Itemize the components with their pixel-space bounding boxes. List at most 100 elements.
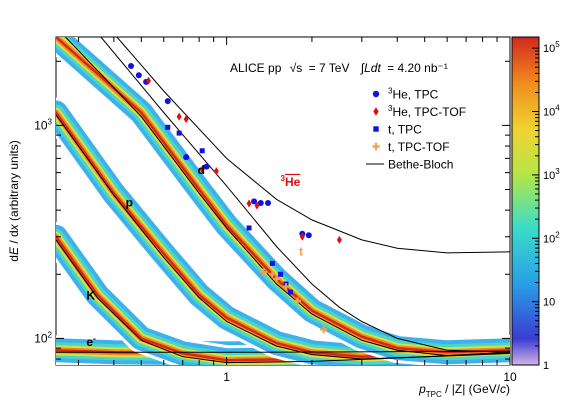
legend: 3He, TPC 3He, TPC-TOF t, TPC t, TPC-TOF Beth… [366, 87, 466, 172]
xlabel-part-rest: / |Z| (GeV/ [442, 382, 501, 396]
ylabel-part-slash: / d [7, 230, 21, 247]
data-point-1-8 [336, 235, 342, 244]
xlabel-part-close: ) [506, 382, 510, 396]
svg-text:ALICE pp √s =: ALICE pp √s = 7 TeV ∫Ldt = 4.20 nb⁻¹ [230, 61, 448, 75]
particle-label-3: d [198, 163, 205, 177]
data-point-3-4 [294, 297, 302, 305]
particle-label-4: t [299, 244, 303, 258]
legend-marker-diamond [373, 107, 379, 116]
z-tick-label: 102 [543, 230, 560, 245]
data-point-1-2 [183, 115, 189, 124]
data-point-2-3 [246, 225, 252, 231]
y-tick-label: 102 [34, 330, 52, 345]
z-tick-label: 1 [543, 360, 549, 372]
title-lumi-value: = 4.20 nb⁻¹ [387, 61, 448, 75]
ylabel-part-units: (arbitrary units) [7, 140, 21, 224]
data-point-2-2 [199, 148, 205, 154]
particle-labels: e- Kp d t 3He [86, 163, 303, 349]
legend-item-1: 3He, TPC-TOF [373, 104, 466, 119]
xlabel-part-sub: TPC [426, 390, 442, 399]
legend-label: Bethe-Bloch [388, 158, 453, 172]
data-point-2-0 [165, 124, 171, 130]
legend-item-0: 3He, TPC [372, 87, 439, 102]
legend-item-2: t, TPC [373, 123, 422, 137]
color-scale: 1 10 102 103 104 105 [511, 36, 560, 372]
data-point-1-0 [145, 76, 151, 85]
series-3 [260, 268, 328, 334]
particle-label-0: e- [86, 334, 96, 349]
data-point-3-2 [273, 275, 281, 283]
data-point-0-8 [265, 200, 272, 207]
ylabel-part-x: x [7, 223, 21, 231]
band-3-layer-5 [56, 37, 510, 354]
data-point-3-5 [320, 326, 328, 334]
y-tick-label: 103 [34, 117, 52, 132]
data-point-0-10 [305, 232, 312, 239]
x-axis-title: pTPC / |Z| (GeV/c) [418, 382, 510, 399]
data-point-3-0 [260, 268, 268, 276]
svg-text:dE / dx (arbitrary units): dE / dx (arbitrary units) [7, 140, 21, 261]
bethe-bloch-curve-p [56, 114, 510, 360]
legend-label: t, TPC [388, 123, 422, 137]
data-point-1-4 [213, 167, 219, 176]
data-point-0-7 [257, 200, 264, 207]
data-point-1-7 [299, 232, 305, 241]
x-tick-label: 1 [223, 370, 230, 384]
candidate-points [128, 63, 342, 334]
data-point-0-6 [251, 198, 258, 205]
color-scale-bar [511, 36, 540, 366]
z-tick-label: 103 [543, 167, 560, 182]
bethe-bloch-curve-d [65, 37, 510, 357]
series-1 [145, 76, 342, 244]
legend-item-4: Bethe-Bloch [366, 158, 453, 172]
data-point-0-4 [183, 154, 190, 161]
z-tick-label: 104 [543, 104, 560, 119]
data-point-1-5 [246, 199, 252, 208]
legend-marker-cross [372, 142, 380, 151]
bethe-bloch-curve-t [100, 37, 510, 353]
data-point-0-1 [135, 72, 142, 79]
legend-marker-circle [372, 90, 380, 98]
data-point-0-5 [203, 163, 210, 170]
legend-marker-square [373, 126, 379, 132]
xlabel-part-c: c [500, 382, 506, 396]
particle-label-2: p [126, 196, 133, 210]
data-point-0-0 [128, 63, 135, 70]
title-energy-value: = 7 TeV [309, 61, 350, 75]
z-tick-label: 105 [543, 40, 560, 55]
particle-label-1: K [86, 289, 95, 303]
ylabel-part-d: d [7, 255, 21, 262]
data-point-0-3 [164, 98, 171, 105]
title-lumi-symbol: ∫Ldt [360, 61, 382, 75]
legend-label: 3He, TPC [388, 87, 439, 102]
legend-item-3: t, TPC-TOF [372, 140, 450, 154]
bethe-bloch-curve-e [56, 350, 510, 353]
svg-text:pTPC / |Z| (GeV/c): pTPC / |Z| (GeV/c) [418, 382, 510, 399]
legend-label: t, TPC-TOF [388, 140, 450, 154]
data-point-3-3 [282, 283, 290, 291]
data-point-2-5 [278, 271, 284, 277]
band-3 [56, 37, 510, 365]
color-scale-axis: 1 10 102 103 104 105 [532, 40, 560, 372]
axes: 1 10 102 103 [34, 37, 517, 384]
particle-label-5: 3He [281, 174, 301, 189]
data-point-1-6 [254, 201, 260, 210]
chart-title: ALICE pp √s = 7 TeV ∫Ldt = 4.20 nb⁻¹ [230, 61, 448, 75]
title-energy-symbol: √s [290, 61, 303, 75]
xlabel-part-p: p [418, 382, 426, 396]
data-point-2-1 [176, 130, 182, 136]
data-point-2-7 [287, 289, 293, 295]
ylabel-part-E: E [7, 246, 21, 255]
data-point-1-3 [199, 165, 205, 174]
z-tick-label: 10 [543, 297, 555, 309]
data-point-3-1 [268, 270, 276, 278]
bethe-bloch-curve-3he [116, 37, 510, 254]
x-tick-label: 10 [503, 370, 517, 384]
data-point-2-4 [269, 260, 275, 266]
title-experiment: ALICE pp [230, 61, 282, 75]
legend-label: 3He, TPC-TOF [388, 104, 466, 119]
data-point-1-1 [176, 112, 182, 121]
y-axis-title: dE / dx (arbitrary units) [7, 140, 21, 261]
